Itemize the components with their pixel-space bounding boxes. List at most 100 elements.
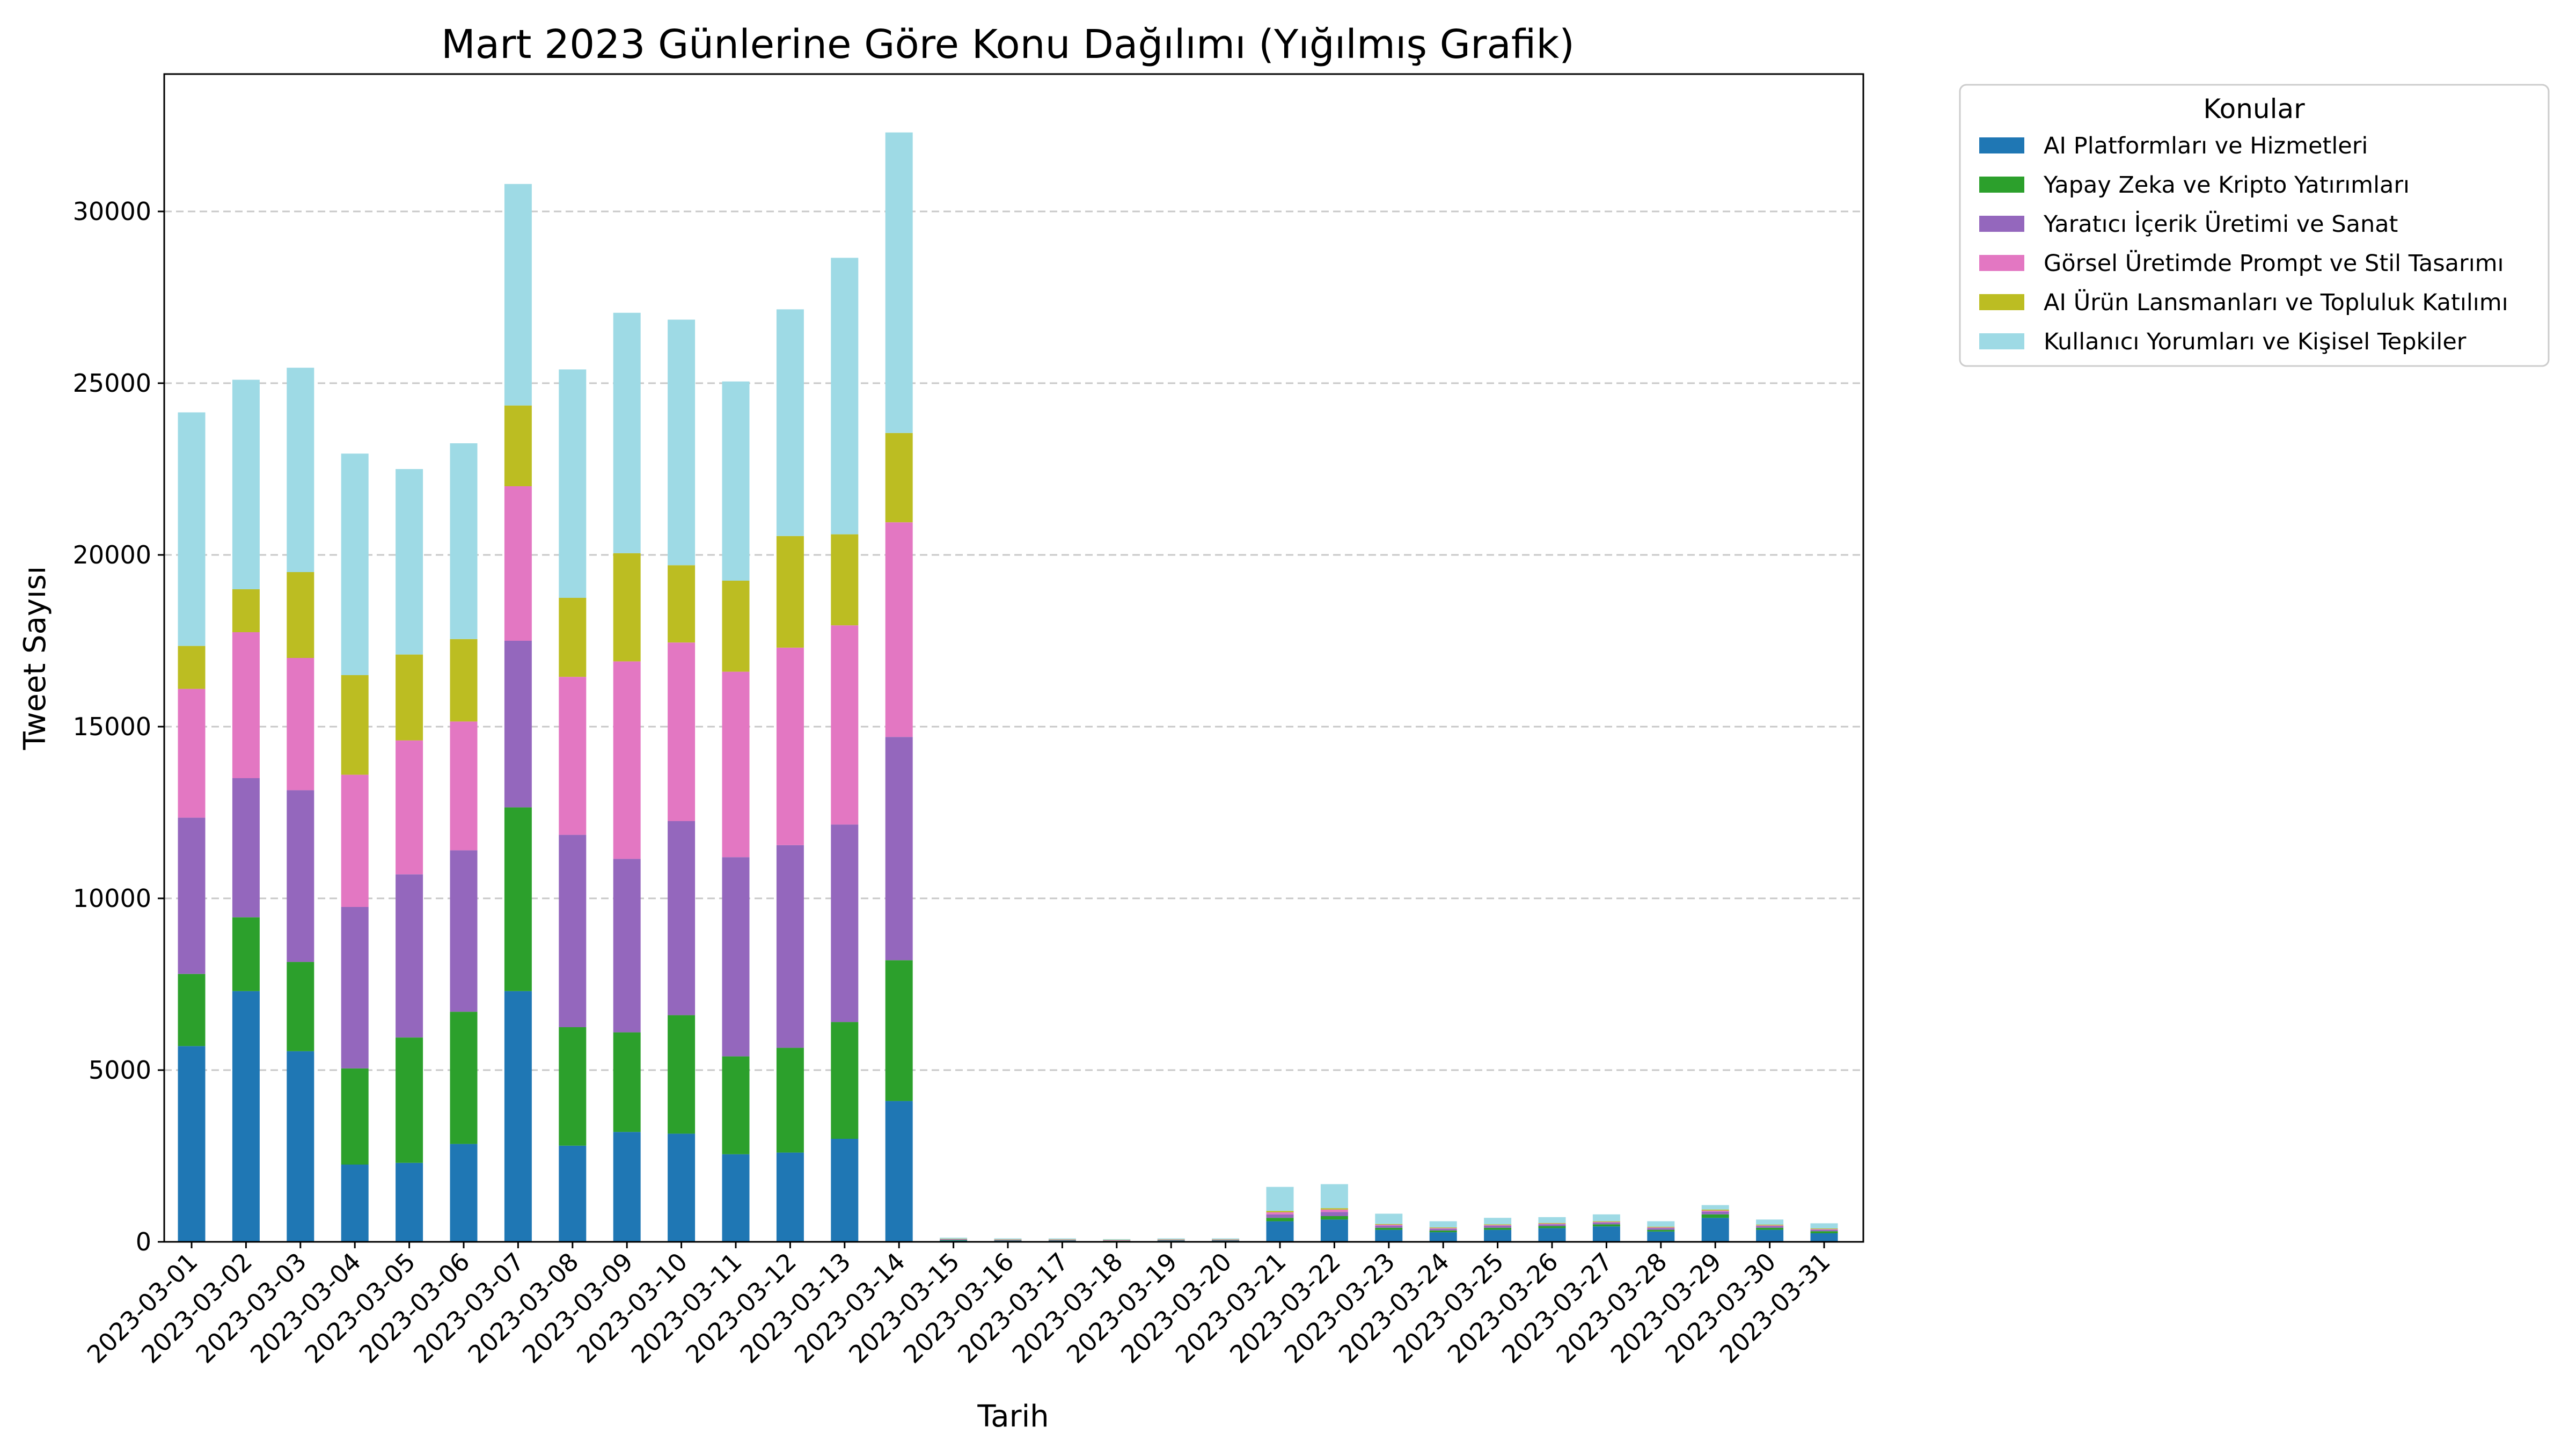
bar-segment [1212,1239,1240,1240]
bar-segment [504,184,532,406]
bar-segment [559,1027,587,1146]
bar-segment [450,850,478,1012]
bar-segment [1484,1218,1512,1225]
y-tick-label: 5000 [89,1056,151,1085]
bar-segment [1212,1238,1240,1240]
bar-segment [559,598,587,677]
y-tick-label: 25000 [73,369,151,398]
legend-swatch [1979,255,2024,271]
bar-segment [341,1165,369,1242]
bar-segment [668,1015,696,1134]
bar-segment [1592,1221,1620,1222]
legend-label: Yapay Zeka ve Kripto Yatırımları [2043,172,2410,199]
bar-segment [232,589,260,632]
bar-segment [776,647,804,845]
bar-segment [1810,1223,1838,1229]
bar-segment [668,821,696,1015]
plot-frame [163,73,1864,1243]
bar-segment [1756,1226,1784,1228]
bar-segment [940,1239,968,1240]
bar-segment [722,1154,750,1242]
bar-segment [1429,1227,1457,1228]
bar-segment [1592,1226,1620,1242]
bar-segment [1048,1239,1076,1240]
bar-segment [1484,1225,1512,1228]
bar-segment [1484,1225,1512,1226]
bar-segment [559,835,587,1027]
bar-segment [940,1238,968,1239]
bar-segment [613,312,641,553]
bar-segment [1592,1223,1620,1225]
bar-segment [994,1239,1022,1240]
bar-segment [396,1037,423,1163]
bar-segment [1810,1233,1838,1242]
bar-segment [831,534,859,626]
bar-segment [504,991,532,1242]
legend-swatch [1979,294,2024,310]
bar-segment [178,1046,206,1242]
y-tick-label: 30000 [73,197,151,226]
bar-segment [1701,1211,1729,1214]
bar-segment [1756,1230,1784,1242]
bar-segment [1103,1240,1131,1241]
bar-segment [1320,1216,1348,1220]
bar-segment [287,658,314,791]
bar-segment [776,309,804,536]
bar-segment [1103,1239,1131,1240]
bar-segment [1320,1209,1348,1212]
bar-segment [1538,1228,1566,1242]
x-axis: 2023-03-012023-03-022023-03-032023-03-04… [82,1242,1836,1369]
bar-segment [668,319,696,566]
bar-segment [1375,1225,1403,1228]
legend-swatch [1979,216,2024,232]
y-tick-label: 20000 [73,540,151,569]
bar-segment [885,132,913,433]
bar-segment [287,962,314,1051]
bar-segment [1538,1223,1566,1224]
bar-segment [1484,1227,1512,1230]
bar-segment [722,381,750,581]
bar-segment [1048,1238,1076,1240]
legend-swatch [1979,177,2024,193]
bar-segment [1375,1225,1403,1226]
bar-segment [831,824,859,1022]
bar-segment [178,646,206,689]
bar-segment [1701,1214,1729,1218]
bar-segment [341,907,369,1069]
bar-segment [178,689,206,818]
legend: Konular AI Platformları ve Hizmetleri Yap… [1959,84,2550,367]
bar-segment [341,675,369,775]
bar-segment [559,677,587,835]
bar-segment [1266,1187,1294,1211]
bar-segment [1484,1230,1512,1242]
bar-segment [1320,1212,1348,1216]
bar-segment [1320,1219,1348,1242]
bar-segment [1429,1230,1457,1233]
bar-segment [504,405,532,486]
legend-swatch [1979,137,2024,153]
bar-segment [1592,1221,1620,1223]
bar-segment [994,1238,1022,1240]
x-axis-label: Tarih [977,1399,1049,1434]
legend-label: Görsel Üretimde Prompt ve Stil Tasarımı [2044,250,2504,277]
legend-label: AI Ürün Lansmanları ve Topluluk Katılımı [2044,289,2508,316]
bar-segment [1538,1224,1566,1226]
bar-segment [232,632,260,778]
bar-segment [1157,1238,1185,1240]
bar-segment [1647,1221,1675,1227]
legend-swatch [1979,333,2024,349]
bar-segment [504,486,532,641]
bar-segment [450,443,478,639]
bar-segment [396,1162,423,1242]
bar-segment [885,960,913,1101]
bar-segment [1266,1212,1294,1214]
bar-segment [613,1032,641,1132]
bar-segment [885,1101,913,1242]
bar-segment [613,1132,641,1242]
bar-segment [341,774,369,907]
bar-segment [831,258,859,535]
bar-segment [776,1152,804,1242]
bar-segment [559,1145,587,1242]
bar-segment [1756,1227,1784,1230]
bar-segment [1375,1230,1403,1242]
